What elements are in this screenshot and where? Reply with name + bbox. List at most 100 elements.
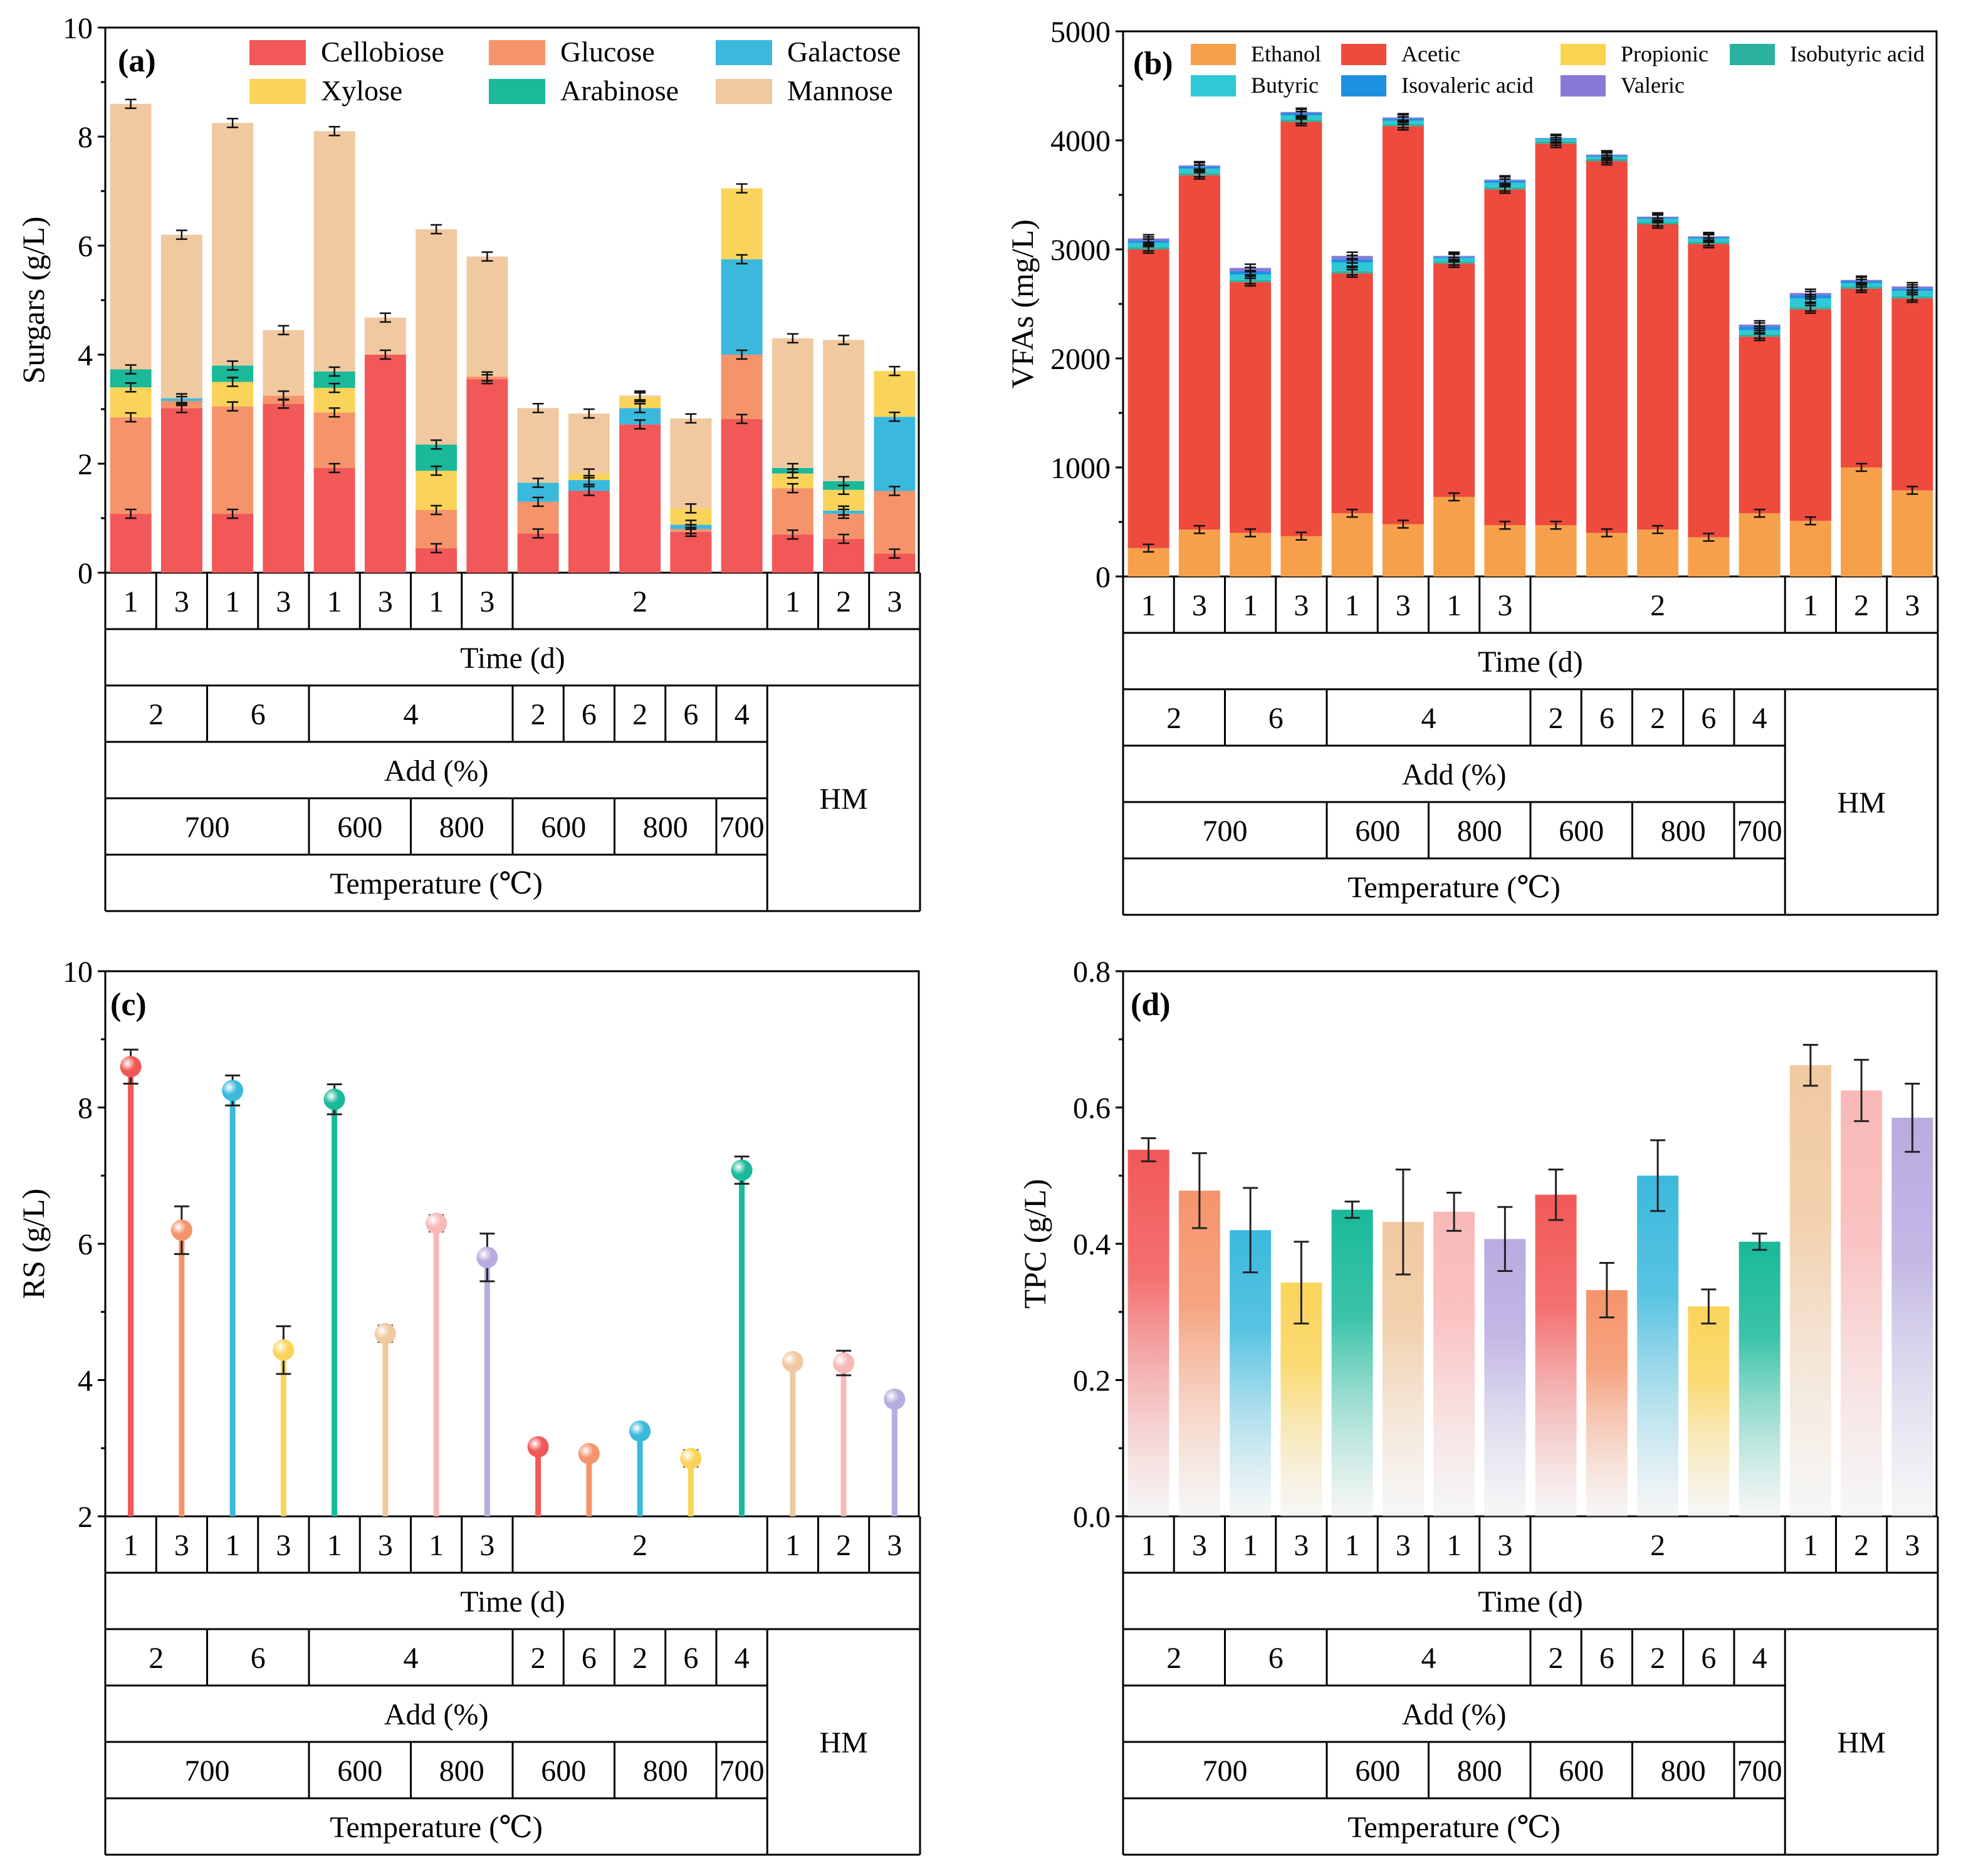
bar-segment-ethanol (1891, 490, 1933, 576)
time-cell: 1 (1243, 1529, 1258, 1562)
time-cell: 3 (479, 1529, 494, 1562)
add-cell: 6 (582, 1642, 597, 1675)
bar-segment-cellobiose (670, 531, 712, 573)
time-axis-label: Time (d) (1478, 1585, 1583, 1618)
bar-segment-ethanol (1688, 537, 1730, 576)
temperature-cell: 700 (1737, 1754, 1782, 1788)
bar-segment-mannose (517, 408, 559, 483)
time-cell: 2 (1650, 1529, 1665, 1562)
add-cell: 2 (149, 698, 164, 731)
legend-label: Isobutyric acid (1790, 41, 1925, 66)
error-bars-a (125, 98, 901, 559)
category-table-c: 1 3 1 3 1 3 1 3 2 1 2 3 Time (d) 2 6 4 2 6 2 6 4 Add (%) 700 60… (104, 1516, 921, 1856)
bar-segment-mannose (212, 123, 254, 366)
y-tick-label: 4 (78, 339, 93, 372)
legend-label: Ethanol (1251, 41, 1321, 66)
add-cell: 2 (1166, 702, 1181, 735)
add-cell: 4 (1752, 1642, 1767, 1675)
bar-segment-mannose (670, 418, 712, 509)
add-cell: 4 (1752, 702, 1767, 735)
y-tick-label: 6 (78, 1228, 93, 1261)
bar-segment-cellobiose (771, 534, 813, 573)
legend-label: Isovaleric acid (1401, 73, 1534, 98)
bar-segment-acetic (1637, 224, 1679, 530)
bar-segment-glucose (313, 412, 355, 468)
temperature-cell: 700 (719, 1754, 765, 1788)
bar-segment-cellobiose (110, 514, 152, 573)
bar-segment-ethanol (1230, 533, 1272, 576)
tpc-bar (1331, 1209, 1373, 1516)
add-cell: 2 (1650, 702, 1665, 735)
add-cell: 2 (531, 1642, 546, 1675)
temperature-cell: 700 (185, 811, 230, 844)
bar-segment-mannose (364, 317, 406, 355)
y-tick-label: 8 (78, 121, 93, 154)
bar-segment-xylose (721, 188, 763, 259)
time-cell: 3 (887, 585, 902, 618)
bar-segment-ethanol (1280, 536, 1322, 576)
lollipops-c (120, 1048, 906, 1516)
temperature-cell: 700 (1203, 815, 1248, 848)
add-cell: 6 (582, 698, 597, 731)
legend-label: Acetic (1401, 41, 1460, 66)
bar-segment-ethanol (1841, 467, 1883, 576)
temperature-axis-label: Temperature (℃) (1347, 871, 1561, 904)
temperature-cell: 800 (1661, 1754, 1706, 1788)
bar-segment-ethanol (1637, 529, 1679, 576)
legend-label: Xylose (321, 75, 402, 107)
add-cell: 2 (1549, 1642, 1564, 1675)
y-tick-label: 2000 (1050, 343, 1111, 376)
legend-label: Butyric (1251, 73, 1319, 98)
legend-swatch (1561, 75, 1606, 96)
time-cell: 1 (1141, 1529, 1156, 1562)
time-cell: 1 (429, 1529, 444, 1562)
tpc-bar (1535, 1194, 1577, 1516)
legend-swatch (489, 79, 545, 104)
error-bars-b (1143, 107, 1918, 553)
bar-segment-ethanol (1789, 521, 1831, 576)
bar-segment-ethanol (1586, 533, 1628, 576)
lollipop-point (833, 1352, 855, 1374)
legend-label: Propionic (1621, 41, 1708, 66)
tpc-bar (1178, 1191, 1220, 1516)
bar-segment-acetic (1382, 126, 1424, 524)
y-axis-label-a: Surgars (g/L) (16, 216, 51, 383)
lollipop-point (731, 1159, 753, 1181)
legend-swatch (1191, 75, 1236, 96)
category-table-b: 1 3 1 3 1 3 1 3 2 1 2 3 Time (d) 2 6 4 2 6 2 6 4 Add (%) 700 60… (1122, 576, 1939, 916)
bar-segment-glucose (517, 501, 559, 534)
y-axis-label-c: RS (g/L) (16, 1189, 51, 1299)
time-cell: 1 (1243, 589, 1258, 622)
tpc-bar (1841, 1090, 1883, 1516)
add-cell: 6 (683, 698, 698, 731)
y-tick-label: 0.8 (1073, 956, 1111, 989)
bar-segment-mannose (313, 131, 355, 372)
time-cell: 3 (1396, 1529, 1411, 1562)
bar-segment-cellobiose (721, 419, 763, 573)
panel-b: 0 1000 2000 3000 4000 5000 (b) VFAs (mg/L) Et… (1005, 16, 1939, 916)
y-tick-label: 5000 (1050, 16, 1111, 49)
category-table-a: 1 3 1 3 1 3 1 3 2 1 2 3 Time (d) 2 6 4 2 6 2 6 4 Add (%) 700 60… (104, 573, 921, 912)
time-cell: 3 (1192, 589, 1207, 622)
lollipop-point (222, 1080, 244, 1102)
time-cell: 3 (1497, 1529, 1512, 1562)
time-cell: 3 (1396, 589, 1411, 622)
panel-label-a: (a) (118, 43, 156, 79)
time-cell: 1 (1345, 589, 1360, 622)
y-tick-label: 0.0 (1073, 1501, 1111, 1534)
add-cell: 6 (1599, 702, 1614, 735)
time-cell: 1 (327, 585, 342, 618)
legend-swatch (1341, 44, 1386, 65)
lollipop-point (426, 1212, 447, 1234)
temperature-cell: 800 (439, 811, 484, 844)
y-tick-label: 3000 (1050, 234, 1111, 267)
add-axis-label: Add (%) (384, 754, 489, 788)
bars-d (1127, 1043, 1933, 1516)
temperature-cell: 800 (643, 1754, 688, 1788)
lollipop-point (527, 1436, 549, 1458)
add-cell: 6 (1268, 702, 1284, 735)
bar-segment-acetic (1891, 298, 1933, 491)
bar-segment-acetic (1230, 282, 1272, 533)
bar-segment-galactose (874, 417, 916, 491)
time-cell: 2 (632, 1529, 647, 1562)
